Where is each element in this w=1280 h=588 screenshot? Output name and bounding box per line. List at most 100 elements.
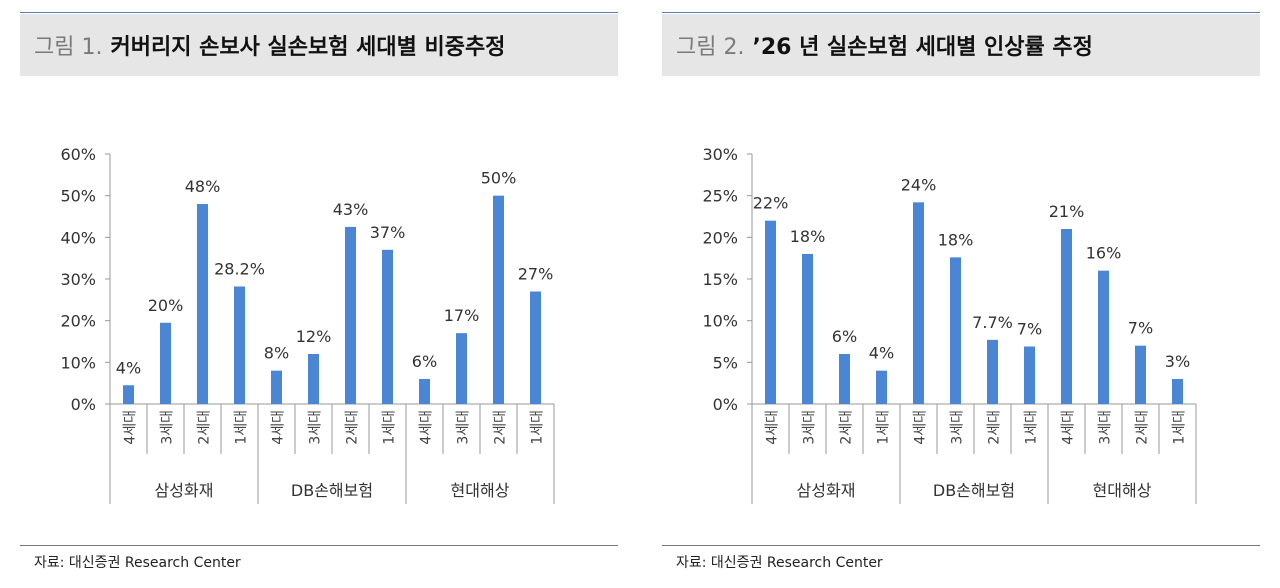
top-rule	[20, 12, 618, 13]
y-tick-label: 60%	[60, 145, 96, 164]
y-tick-label: 30%	[702, 145, 738, 164]
data-label: 43%	[333, 200, 369, 219]
category-label: 3세대	[160, 410, 176, 445]
y-tick-label: 20%	[60, 312, 96, 331]
bar	[913, 202, 924, 404]
y-tick-label: 5%	[713, 353, 738, 372]
figure-title-bar: 그림 1. 커버리지 손보사 실손보험 세대별 비중추정	[20, 14, 618, 76]
group-label: 현대해상	[451, 481, 510, 500]
data-label: 20%	[148, 296, 184, 315]
bar	[197, 204, 208, 404]
category-label: 3세대	[456, 410, 472, 445]
data-label: 12%	[296, 327, 332, 346]
group-label: 삼성화재	[155, 481, 214, 500]
top-rule	[662, 12, 1260, 13]
y-tick-label: 25%	[702, 187, 738, 206]
data-label: 17%	[444, 306, 480, 325]
y-tick-label: 0%	[713, 395, 738, 414]
figure-title-bar: 그림 2. ’26 년 실손보험 세대별 인상률 추정	[662, 14, 1260, 76]
group-label: DB손해보험	[933, 481, 1015, 500]
category-label: 4세대	[271, 410, 287, 445]
figure-panel-2: 그림 2. ’26 년 실손보험 세대별 인상률 추정 0% 5% 10% 15% 20…	[662, 0, 1260, 588]
category-label: 2세대	[987, 410, 1003, 445]
y-tick-label: 50%	[60, 187, 96, 206]
category-label: 1세대	[876, 410, 892, 445]
data-label: 6%	[412, 352, 437, 371]
data-label: 4%	[116, 358, 141, 377]
data-label: 4%	[869, 344, 894, 363]
bar	[308, 354, 319, 404]
bar	[345, 226, 356, 404]
bar	[876, 370, 887, 404]
category-label: 1세대	[382, 410, 398, 445]
data-label: 50%	[481, 169, 517, 188]
data-label: 27%	[518, 265, 554, 284]
bar	[987, 339, 998, 404]
bar	[234, 286, 245, 404]
category-label: 1세대	[1172, 410, 1188, 445]
bar	[765, 220, 776, 404]
category-label: 1세대	[530, 410, 546, 445]
bar	[271, 370, 282, 404]
data-label: 7%	[1128, 319, 1153, 338]
category-label: 4세대	[765, 410, 781, 445]
y-tick-label: 10%	[702, 312, 738, 331]
y-tick-label: 20%	[702, 228, 738, 247]
data-label: 18%	[790, 227, 826, 246]
group-label: 삼성화재	[797, 481, 856, 500]
y-tick-label: 10%	[60, 353, 96, 372]
category-label: 3세대	[1098, 410, 1114, 445]
data-label: 37%	[370, 223, 406, 242]
bar	[1024, 346, 1035, 404]
y-tick-label: 0%	[71, 395, 96, 414]
category-label: 1세대	[234, 410, 250, 445]
y-tick-label: 40%	[60, 228, 96, 247]
data-label: 28.2%	[214, 260, 265, 279]
figure-panel-1: 그림 1. 커버리지 손보사 실손보험 세대별 비중추정 0% 10% 20% 30%…	[20, 0, 618, 588]
category-label: 2세대	[345, 410, 361, 445]
category-label: 2세대	[839, 410, 855, 445]
data-label: 22%	[753, 194, 789, 213]
category-label: 2세대	[1135, 410, 1151, 445]
bar	[1061, 229, 1072, 404]
data-label: 16%	[1086, 244, 1122, 263]
bar	[802, 254, 813, 404]
source-note: 자료: 대신증권 Research Center	[34, 555, 241, 571]
category-label: 3세대	[802, 410, 818, 445]
bar	[493, 195, 504, 404]
category-label: 1세대	[1024, 410, 1040, 445]
data-label: 18%	[938, 230, 974, 249]
bottom-rule	[662, 545, 1260, 546]
source-note: 자료: 대신증권 Research Center	[676, 555, 883, 571]
data-label: 6%	[832, 327, 857, 346]
category-label: 4세대	[419, 410, 435, 445]
figure-number: 그림 2.	[676, 35, 745, 60]
bar	[1135, 345, 1146, 404]
category-label: 2세대	[493, 410, 509, 445]
bar	[1098, 270, 1109, 404]
bottom-rule	[20, 545, 618, 546]
bar	[382, 249, 393, 404]
category-label: 3세대	[950, 410, 966, 445]
y-tick-label: 15%	[702, 270, 738, 289]
category-label: 3세대	[308, 410, 324, 445]
group-label: DB손해보험	[291, 481, 373, 500]
bar	[160, 322, 171, 404]
bar-chart-rate-increase-by-generation: 0% 5% 10% 15% 20% 25% 30% 22% 4세대 18% 3세대 6% 2세대 4% 1세…	[702, 145, 1197, 504]
data-label: 3%	[1165, 352, 1190, 371]
category-label: 4세대	[123, 410, 139, 445]
bar	[950, 257, 961, 404]
bar	[530, 291, 541, 404]
data-label: 21%	[1049, 202, 1085, 221]
category-label: 2세대	[197, 410, 213, 445]
category-label: 4세대	[1061, 410, 1077, 445]
bar	[1172, 379, 1183, 404]
bar-chart-share-by-generation: 0% 10% 20% 30% 40% 50% 60% 4% 4세대 20% 3세대 48% 2세대 28.…	[60, 145, 555, 504]
y-tick-label: 30%	[60, 270, 96, 289]
data-label: 48%	[185, 177, 221, 196]
bar	[839, 354, 850, 404]
bar	[123, 385, 134, 404]
figure-number: 그림 1.	[34, 35, 103, 60]
figure-title: 커버리지 손보사 실손보험 세대별 비중추정	[110, 35, 506, 60]
group-label: 현대해상	[1093, 481, 1152, 500]
